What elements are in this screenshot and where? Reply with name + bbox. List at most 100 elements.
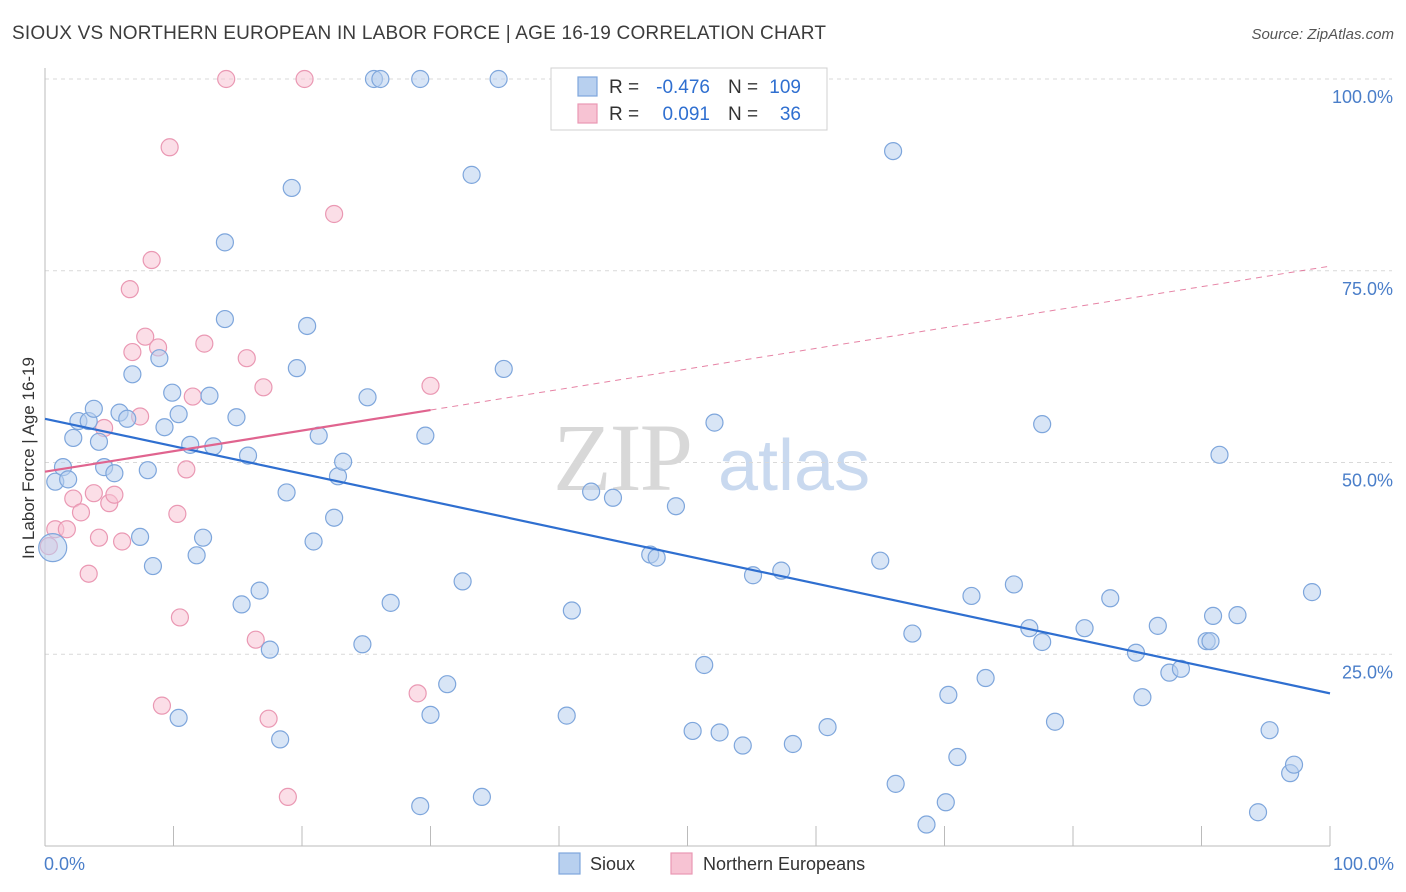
sioux-point-30 [232,595,251,614]
sioux-point-74 [783,734,802,754]
sioux-point-17 [150,349,169,368]
sioux-point-55 [462,165,481,184]
sioux-point-14 [130,527,150,546]
sioux-point-70 [710,723,729,742]
ne-point-26 [237,349,256,368]
sioux-r-value: -0.476 [656,77,710,98]
sioux-point-32 [250,581,269,600]
stats-legend: R = -0.476 N = 109 R = 0.091 N = 36 [550,67,828,131]
sioux-point-21 [169,405,188,424]
sioux-point-27 [215,233,234,252]
northern-europeans-swatch [577,103,598,124]
sioux-point-79 [903,624,922,643]
ne-trend-line-solid [44,408,431,473]
sioux-point-29 [227,408,246,427]
ne-point-25 [217,69,236,89]
sioux-point-95 [1148,616,1167,635]
sioux-point-50 [411,797,430,816]
ne-point-13 [123,342,142,362]
ne-point-16 [142,250,161,270]
sioux-point-52 [421,705,440,724]
ne-point-12 [120,280,139,299]
sioux-point-97 [1171,659,1191,678]
sioux-point-59 [557,706,576,725]
ne-point-29 [259,709,278,728]
sioux-point-57 [489,69,508,89]
sioux-point-19 [163,383,182,402]
sioux-point-91 [1075,619,1094,638]
sioux-point-86 [1004,575,1023,594]
ne-point-20 [168,504,187,523]
sioux-point-37 [287,359,306,378]
y-axis-label: In Labor Force | Age 16-19 [19,357,38,559]
sioux-point-38 [298,316,317,336]
sioux-point-58 [494,359,513,379]
ne-point-30 [278,787,297,807]
sioux-point-90 [1045,712,1065,731]
sioux-point-41 [325,508,344,527]
sioux-point-81 [936,793,955,812]
axes [44,68,1331,847]
sioux-point-15 [138,461,157,480]
ne-point-5 [79,564,98,583]
sioux-point-45 [358,388,377,407]
sioux-point-16 [143,556,163,576]
sioux-point-102 [1228,606,1247,625]
sioux-point-76 [871,551,890,570]
sioux-point-61 [582,482,601,501]
sioux-point-7 [84,399,103,418]
sioux-point-3 [59,470,78,489]
sioux-point-24 [193,528,213,547]
sioux-point-104 [1260,721,1279,740]
sioux-point-0 [38,533,68,563]
legend-ne-label: Northern Europeans [703,854,865,874]
ne-point-32 [325,204,344,224]
sioux-point-92 [1101,589,1120,608]
sioux-point-80 [917,815,936,834]
sioux-point-10 [105,464,124,483]
ne-point-3 [64,489,83,508]
ne-point-19 [160,138,179,157]
ne-point-23 [183,387,202,406]
sioux-point-12 [118,409,137,428]
ne-point-4 [71,503,91,522]
sioux-point-69 [705,413,724,432]
ne-point-11 [112,532,132,551]
sioux-point-101 [1210,445,1229,464]
sioux-point-33 [260,640,279,659]
sioux-point-31 [238,446,258,465]
chart-source: Source: ZipAtlas.com [1251,26,1394,43]
sioux-point-43 [334,452,353,471]
sioux-point-48 [381,593,400,612]
sioux-point-34 [271,730,290,749]
ne-point-10 [105,485,124,504]
sioux-point-78 [886,774,905,793]
sioux-point-88 [1033,632,1052,652]
ne-point-34 [421,376,440,395]
ne-point-27 [246,630,265,649]
sioux-point-8 [89,432,109,451]
sioux-point-85 [976,668,995,688]
ne-point-31 [295,69,314,89]
y-tick-label-50: 50.0% [1342,471,1393,491]
ne-n-value: 36 [780,104,801,125]
ne-r-label: R = [609,104,639,125]
legend-sioux-swatch [558,852,581,875]
sioux-point-35 [277,483,296,502]
sioux-point-25 [200,386,219,405]
ne-point-18 [152,696,172,715]
sioux-point-51 [416,426,435,445]
sioux-point-18 [155,418,174,437]
sioux-point-13 [123,365,142,384]
series-legend: Sioux Northern Europeans [558,852,865,875]
sioux-point-99 [1201,632,1220,651]
sioux-point-60 [562,601,581,620]
y-tick-label-25: 25.0% [1342,662,1393,682]
sioux-point-28 [215,309,234,329]
sioux-n-value: 109 [769,77,801,98]
sioux-point-23 [187,546,206,565]
sioux-n-label: N = [728,77,758,98]
sioux-point-54 [453,572,472,591]
y-tick-label-100: 100.0% [1332,87,1393,107]
y-tick-label-75: 75.0% [1342,279,1393,299]
